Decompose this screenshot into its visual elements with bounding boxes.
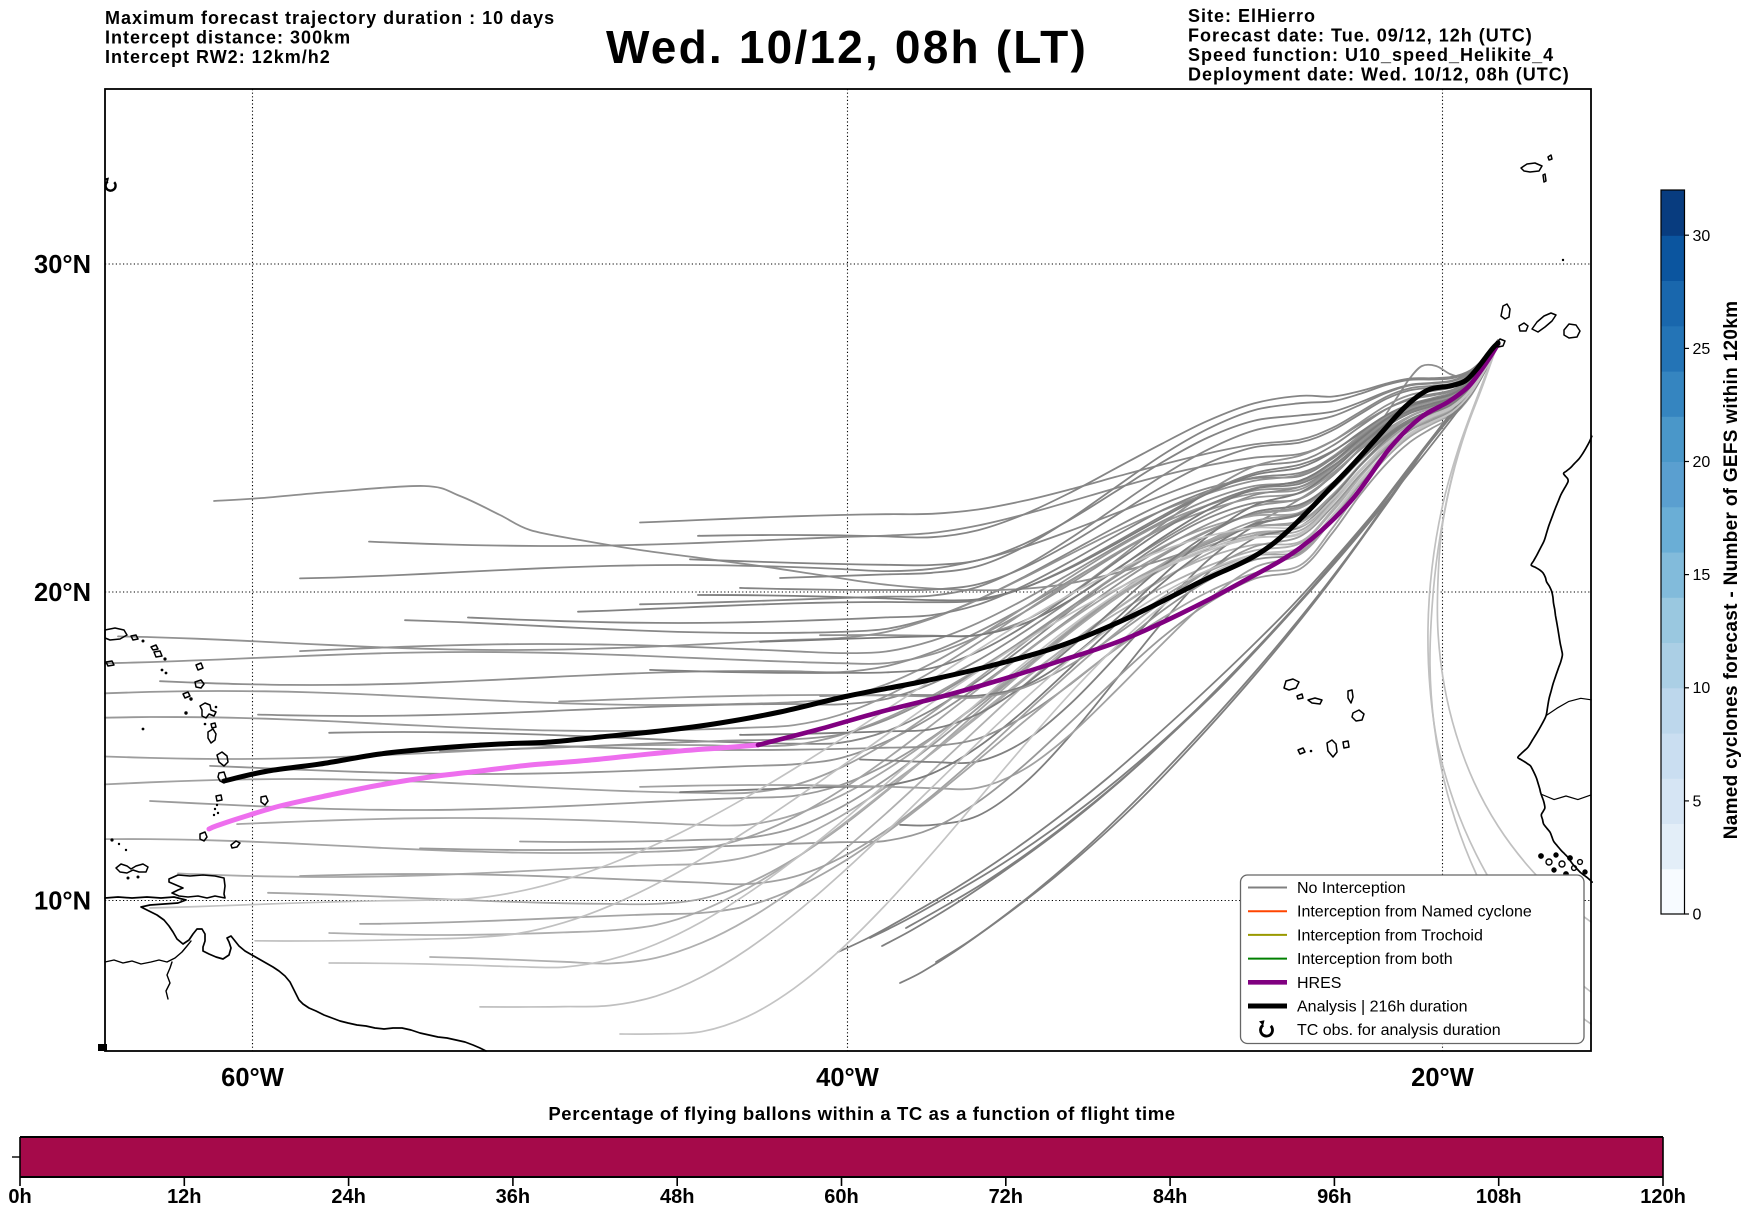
svg-text:12h: 12h (167, 1186, 201, 1208)
svg-text:Intercept distance: 300km: Intercept distance: 300km (105, 28, 351, 48)
svg-text:5: 5 (1693, 793, 1702, 810)
svg-text:60°W: 60°W (221, 1064, 285, 1092)
svg-text:Interception from both: Interception from both (1297, 951, 1453, 968)
svg-text:Interception from Trochoid: Interception from Trochoid (1297, 927, 1483, 944)
svg-text:Analysis | 216h duration: Analysis | 216h duration (1297, 999, 1467, 1016)
svg-text:15: 15 (1693, 567, 1711, 584)
svg-text:Named cyclones forecast - Numb: Named cyclones forecast - Number of GEFS… (1721, 301, 1742, 840)
svg-text:Speed function: U10_speed_Heli: Speed function: U10_speed_Helikite_4 (1188, 45, 1554, 65)
svg-text:25: 25 (1693, 341, 1711, 358)
svg-text:96h: 96h (1317, 1186, 1351, 1208)
svg-text:10: 10 (1693, 680, 1711, 697)
svg-text:Intercept RW2: 12km/h2: Intercept RW2: 12km/h2 (105, 47, 331, 67)
svg-text:0: 0 (1693, 907, 1702, 924)
svg-text:30°N: 30°N (34, 251, 91, 279)
svg-text:0h: 0h (8, 1186, 31, 1208)
svg-text:108h: 108h (1476, 1186, 1522, 1208)
svg-text:20°W: 20°W (1411, 1064, 1475, 1092)
svg-text:36h: 36h (496, 1186, 530, 1208)
svg-text:Site: ElHierro: Site: ElHierro (1188, 6, 1316, 26)
svg-text:24h: 24h (331, 1186, 365, 1208)
svg-text:Interception from Named cyclon: Interception from Named cyclone (1297, 904, 1532, 921)
svg-text:HRES: HRES (1297, 975, 1341, 992)
svg-text:20: 20 (1693, 454, 1711, 471)
svg-text:TC obs. for analysis duration: TC obs. for analysis duration (1297, 1022, 1501, 1039)
svg-text:60h: 60h (824, 1186, 858, 1208)
svg-text:No Interception: No Interception (1297, 880, 1406, 897)
svg-text:Percentage of flying ballons w: Percentage of flying ballons within a TC… (548, 1103, 1175, 1124)
svg-text:Maximum forecast trajectory du: Maximum forecast trajectory duration : 1… (105, 8, 555, 28)
svg-text:72h: 72h (989, 1186, 1023, 1208)
svg-text:Deployment date: Wed. 10/12, 0: Deployment date: Wed. 10/12, 08h (UTC) (1188, 65, 1570, 85)
svg-text:10°N: 10°N (34, 888, 91, 916)
svg-text:Forecast date: Tue. 09/12, 12h: Forecast date: Tue. 09/12, 12h (UTC) (1188, 26, 1533, 46)
svg-text:30: 30 (1693, 228, 1711, 245)
svg-text:48h: 48h (660, 1186, 694, 1208)
svg-text:120h: 120h (1640, 1186, 1686, 1208)
svg-text:84h: 84h (1153, 1186, 1187, 1208)
svg-text:40°W: 40°W (816, 1064, 880, 1092)
svg-text:20°N: 20°N (34, 579, 91, 607)
svg-text:Wed. 10/12, 08h (LT): Wed. 10/12, 08h (LT) (606, 21, 1088, 73)
